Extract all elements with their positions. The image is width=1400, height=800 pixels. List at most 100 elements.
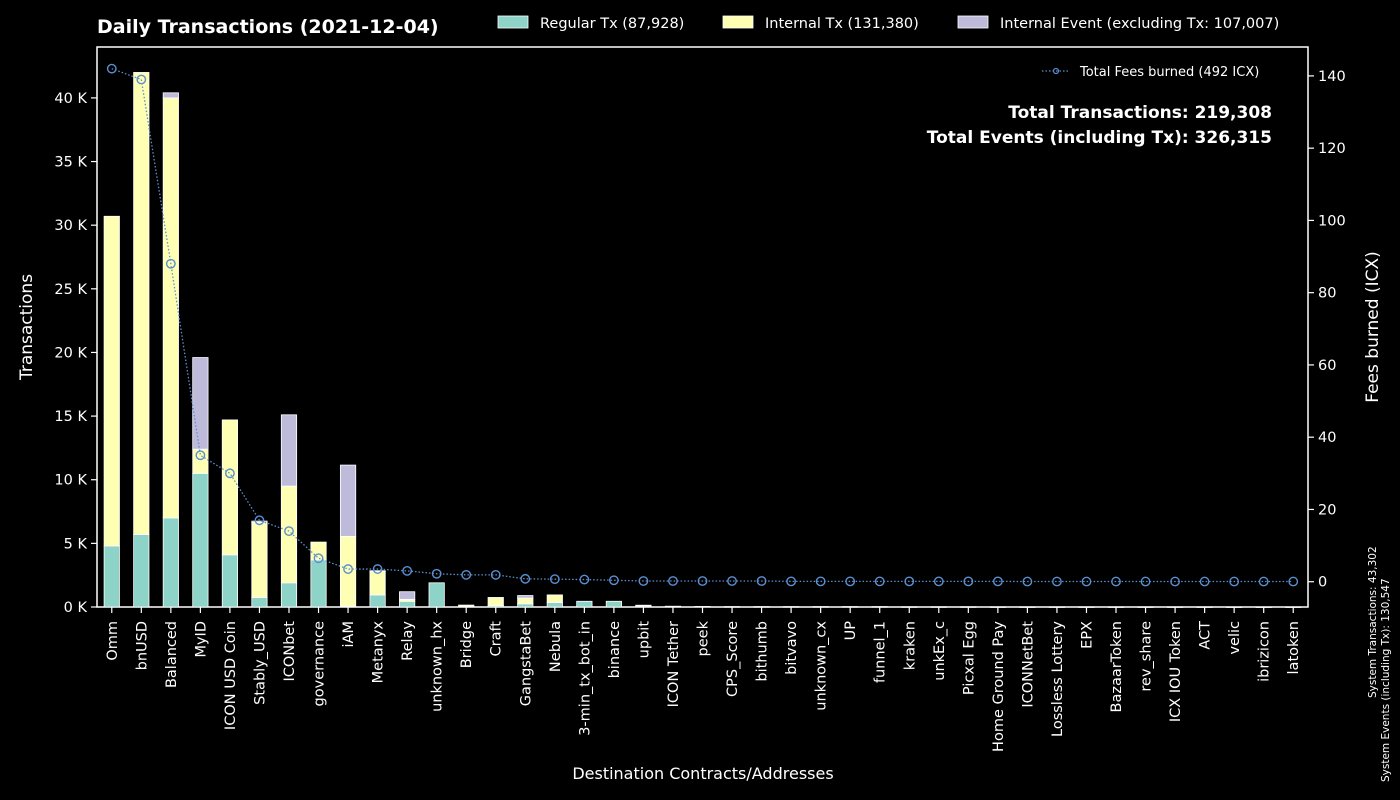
fees-point [490, 569, 501, 580]
fees-point [904, 576, 915, 587]
bar-regular-tx [517, 603, 534, 608]
x-tick-label: Craft [489, 621, 505, 657]
y2-tick-label: 140 [1318, 69, 1346, 85]
fees-legend-marker [1052, 67, 1060, 75]
x-tick-label: MyID [193, 621, 209, 658]
fees-point [1258, 576, 1269, 587]
fees-line [106, 63, 1299, 587]
fees-point [756, 576, 767, 586]
x-tick-label: ICONbet [282, 621, 298, 682]
bar-regular-tx [310, 559, 327, 608]
x-tick-label: velic [1227, 621, 1243, 655]
y2-tick-label: 0 [1318, 575, 1327, 591]
fees-point [992, 576, 1003, 587]
y-axis: 0 K 5 K 10 K 15 K 20 K 25 K 30 K 35 K 40 K [54, 91, 97, 616]
fees-point [106, 63, 117, 74]
y-tick-label: 5 K [64, 536, 88, 552]
fees-point [697, 576, 708, 586]
x-tick-label: ibrizicon [1257, 621, 1273, 682]
total-transactions-label: Total Transactions: 219,308 [1008, 103, 1272, 123]
x-tick-label: bnUSD [134, 621, 150, 670]
x-tick-label: CPS_Score [725, 621, 741, 697]
x-tick-label: BazaarToken [1109, 621, 1125, 712]
y-tick-label: 20 K [54, 345, 87, 361]
fees-point [1140, 576, 1151, 587]
system-events-label: System Events (including Tx): 130,547 [1380, 578, 1392, 782]
fees-point [195, 450, 206, 461]
y2-tick-label: 80 [1318, 286, 1336, 302]
x-tick-label: governance [312, 621, 328, 707]
bar-internal-tx [162, 97, 179, 519]
bar-internal-tx [517, 597, 534, 605]
chart-title: Daily Transactions (2021-12-04) [97, 16, 439, 38]
fees-point [372, 564, 383, 574]
bar-internal-event [517, 595, 534, 599]
y2-tick-label: 120 [1318, 141, 1346, 157]
fees-point [343, 564, 353, 574]
x-tick-label: bithumb [755, 621, 771, 682]
x-axis-label: Destination Contracts/Addresses [572, 764, 833, 783]
x-tick-label: unknown_cx [814, 621, 830, 711]
fees-point [1022, 576, 1033, 587]
bar-internal-tx [280, 485, 298, 584]
y2-tick-label: 100 [1318, 213, 1346, 229]
bar-internal-tx [546, 594, 563, 603]
x-tick-label: binance [607, 621, 623, 678]
x-tick-label: ICON USD Coin [223, 621, 239, 730]
x-tick-label: ICONNetBet [1020, 621, 1036, 708]
bar-regular-tx [133, 534, 150, 608]
fees-point [461, 569, 472, 580]
bar-internal-event [251, 520, 268, 523]
bar-internal-event [339, 464, 357, 537]
x-tick-label: GangstaBet [518, 621, 534, 707]
fees-point [786, 576, 797, 587]
x-tick-label: unkEx_c [932, 621, 948, 681]
bar-internal-tx [458, 604, 475, 607]
bar-regular-tx [192, 472, 209, 608]
bar-internal-tx [133, 72, 150, 535]
fees-point [549, 574, 560, 585]
y-tick-label: 35 K [54, 155, 87, 171]
bar-regular-tx [605, 600, 622, 608]
bar-internal-event [280, 414, 298, 487]
fees-point [402, 565, 413, 576]
x-tick-label: funnel_1 [873, 621, 889, 683]
fees-point [1288, 576, 1299, 587]
y-tick-label: 10 K [54, 473, 87, 489]
x-tick-label: rev_share [1139, 621, 1155, 692]
legend-label-regular-tx: Regular Tx (87,928) [540, 16, 684, 32]
system-transactions-label: System Transactions: 43,302 [1367, 546, 1379, 698]
x-tick-label: latoken [1286, 621, 1302, 674]
fees-point [579, 574, 590, 585]
x-tick-label: ACT [1198, 621, 1214, 650]
bar-regular-tx [428, 582, 445, 608]
y2-tick-label: 40 [1318, 430, 1336, 446]
x-tick-label: unknown_hx [430, 621, 446, 712]
bars [103, 72, 1302, 608]
bar-internal-tx [369, 570, 386, 596]
bar-internal-tx [192, 448, 209, 474]
x-tick-label: Home Ground Pay [991, 621, 1007, 752]
legend: Regular Tx (87,928) Internal Tx (131,380… [497, 15, 1279, 32]
x-tick-label: bitvavo [784, 621, 800, 675]
x-axis: Omm bnUSD Balanced MyID ICON USD Coin Stably_… [105, 607, 1302, 752]
x-tick-label: Omm [105, 621, 121, 661]
fees-point [431, 568, 442, 579]
x-tick-label: ICX IOU Token [1168, 621, 1184, 722]
x-tick-label: Picxal Egg [961, 621, 977, 695]
x-tick-label: upbit [636, 621, 652, 659]
bar-internal-event [399, 591, 416, 600]
fees-point [1052, 576, 1062, 587]
y-tick-label: 0 K [64, 600, 88, 616]
fees-point [520, 573, 531, 584]
y-tick-label: 30 K [54, 218, 87, 234]
x-tick-label: Bridge [459, 621, 475, 668]
bar-internal-tx [339, 535, 357, 607]
bar-regular-tx [664, 605, 682, 608]
x-tick-label: Metanyx [371, 621, 387, 684]
y2-axis: 0 20 40 60 80 100 120 140 [1308, 69, 1346, 591]
bar-internal-tx [221, 419, 238, 556]
fees-point [313, 553, 324, 564]
fees-point [1199, 576, 1210, 587]
bar-internal-event [369, 570, 386, 572]
